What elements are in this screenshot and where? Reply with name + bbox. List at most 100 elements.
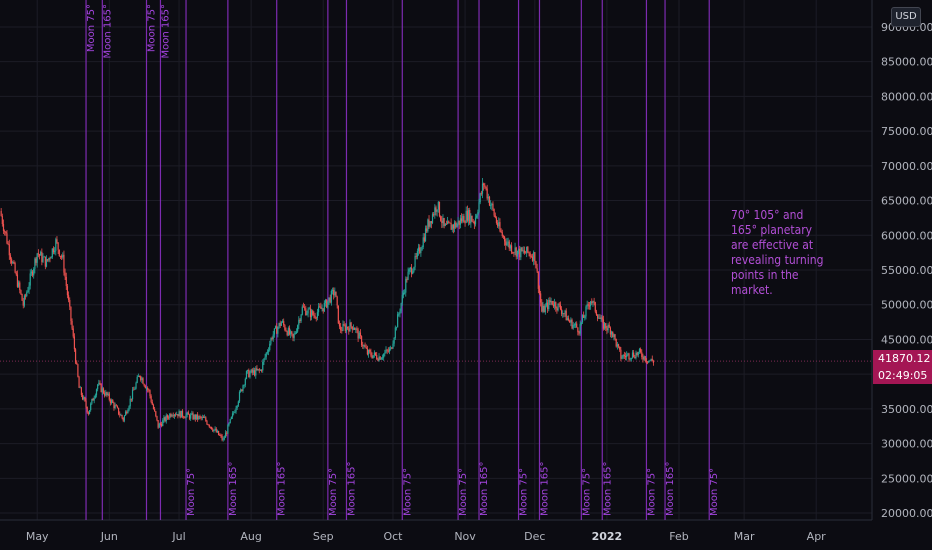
candle-body: [62, 254, 64, 258]
candle-body: [448, 221, 450, 223]
candle-body: [106, 392, 108, 396]
candle-body: [514, 247, 516, 253]
x-tick-label: Jul: [171, 530, 185, 543]
candle-body: [544, 305, 546, 313]
candle-body: [102, 388, 105, 394]
candle-body: [198, 416, 200, 420]
candle-body: [542, 305, 544, 312]
candle-body: [573, 324, 575, 326]
candle-body: [306, 313, 308, 316]
candle-body: [455, 222, 457, 228]
candle-body: [292, 333, 294, 338]
candle-body: [395, 327, 398, 329]
candle-body: [449, 222, 451, 224]
moon-label: Moon 75°: [328, 468, 339, 516]
candle-body: [465, 210, 467, 223]
candle-body: [620, 349, 622, 359]
candle-body: [637, 351, 639, 356]
candle-body: [297, 325, 299, 332]
candle-body: [501, 232, 503, 237]
candle-body: [367, 350, 370, 355]
candle-body: [636, 352, 638, 356]
candle-body: [503, 236, 506, 242]
candle-body: [333, 289, 335, 296]
candle-body: [170, 414, 172, 417]
candle-body: [531, 256, 534, 261]
currency-badge[interactable]: USD: [891, 7, 921, 27]
x-tick-label: Feb: [669, 530, 688, 543]
candle-body: [165, 415, 167, 422]
candle-body: [359, 332, 362, 337]
candle-body: [398, 313, 400, 315]
candle-body: [304, 307, 306, 309]
candle-body: [486, 188, 488, 199]
candle-body: [298, 319, 300, 326]
candle-body: [105, 392, 107, 396]
candle-body: [527, 246, 529, 253]
candle-body: [27, 290, 29, 293]
candle-body: [116, 406, 119, 408]
candle-body: [338, 323, 341, 327]
candle-body: [90, 403, 92, 411]
candle-body: [326, 299, 328, 308]
candle-body: [23, 295, 26, 306]
candle-body: [33, 268, 35, 276]
candle-body: [633, 352, 635, 357]
candle-body: [267, 350, 270, 352]
candle-body: [491, 203, 493, 206]
candle-body: [150, 396, 152, 403]
candle-body: [628, 353, 630, 360]
candle-body: [29, 273, 31, 286]
candle-body: [354, 328, 356, 330]
candle-body: [421, 247, 423, 251]
candle-body: [56, 239, 58, 243]
candle-body: [606, 328, 608, 331]
candle-body: [578, 332, 580, 334]
moon-label: Moon 75°: [146, 4, 157, 52]
candle-body: [365, 347, 367, 349]
candle-body: [405, 278, 407, 293]
candle-body: [258, 369, 260, 371]
candle-body: [6, 233, 8, 244]
candle-body: [307, 309, 309, 314]
candle-body: [519, 248, 521, 258]
candle-body: [584, 316, 586, 318]
candle-body: [327, 301, 329, 308]
candle-body: [434, 207, 436, 216]
candle-body: [126, 411, 128, 414]
candle-body: [14, 263, 16, 273]
candle-body: [290, 331, 292, 335]
candle-body: [450, 223, 452, 230]
candle-body: [567, 318, 570, 321]
candle-body: [472, 221, 474, 223]
candle-body: [7, 243, 9, 245]
moon-label: Moon 75°: [458, 468, 469, 516]
candle-body: [579, 323, 581, 334]
candle-body: [174, 414, 177, 416]
candle-body: [492, 203, 494, 210]
candle-body: [111, 400, 113, 404]
candle-body: [140, 376, 142, 381]
candle-body: [576, 323, 578, 328]
candle-body: [177, 414, 179, 417]
candle-body: [148, 389, 150, 391]
candle-body: [647, 361, 649, 363]
candle-body: [166, 415, 169, 418]
candle-body: [41, 251, 43, 262]
candle-body: [257, 369, 259, 371]
candle-body: [435, 207, 437, 212]
candle-body: [44, 256, 46, 267]
candle-body: [493, 209, 495, 216]
candle-body: [549, 299, 551, 303]
candle-body: [629, 358, 631, 360]
candle-body: [302, 306, 305, 308]
candle-body: [548, 299, 550, 310]
candle-body: [499, 222, 501, 231]
candle-body: [617, 344, 620, 347]
candle-body: [399, 311, 401, 314]
candle-body: [627, 353, 629, 355]
candle-body: [86, 406, 88, 413]
candle-body: [469, 209, 471, 224]
